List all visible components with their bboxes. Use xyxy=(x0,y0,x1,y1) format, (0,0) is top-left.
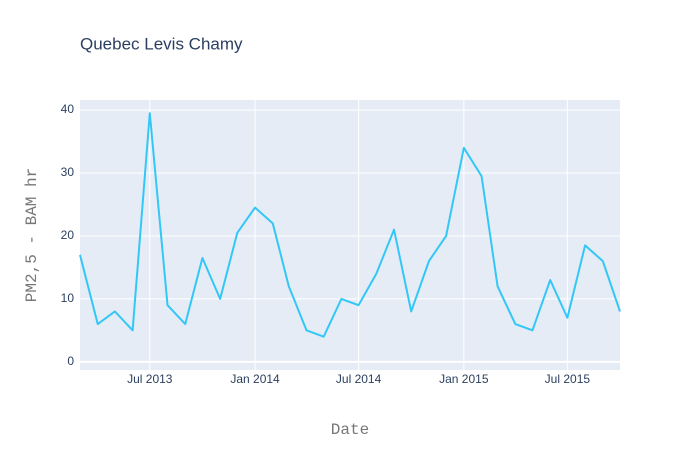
plot-area xyxy=(80,100,620,370)
y-tick-label: 0 xyxy=(67,354,74,368)
y-tick-label: 20 xyxy=(61,228,75,242)
y-tick-label: 10 xyxy=(61,291,75,305)
x-tick-label: Jul 2015 xyxy=(545,372,591,386)
chart-title: Quebec Levis Chamy xyxy=(80,34,243,53)
x-tick-label: Jul 2013 xyxy=(127,372,173,386)
x-tick-label: Jul 2014 xyxy=(336,372,382,386)
line xyxy=(79,112,621,338)
y-tick-label: 30 xyxy=(61,165,75,179)
grid xyxy=(80,100,620,370)
x-tick-label: Jan 2014 xyxy=(230,372,280,386)
y-axis-title: PM2,5 - BAM hr xyxy=(23,168,41,302)
x-axis-title: Date xyxy=(331,421,369,439)
y-tick-label: 40 xyxy=(61,102,75,116)
x-tick-label: Jan 2015 xyxy=(439,372,489,386)
